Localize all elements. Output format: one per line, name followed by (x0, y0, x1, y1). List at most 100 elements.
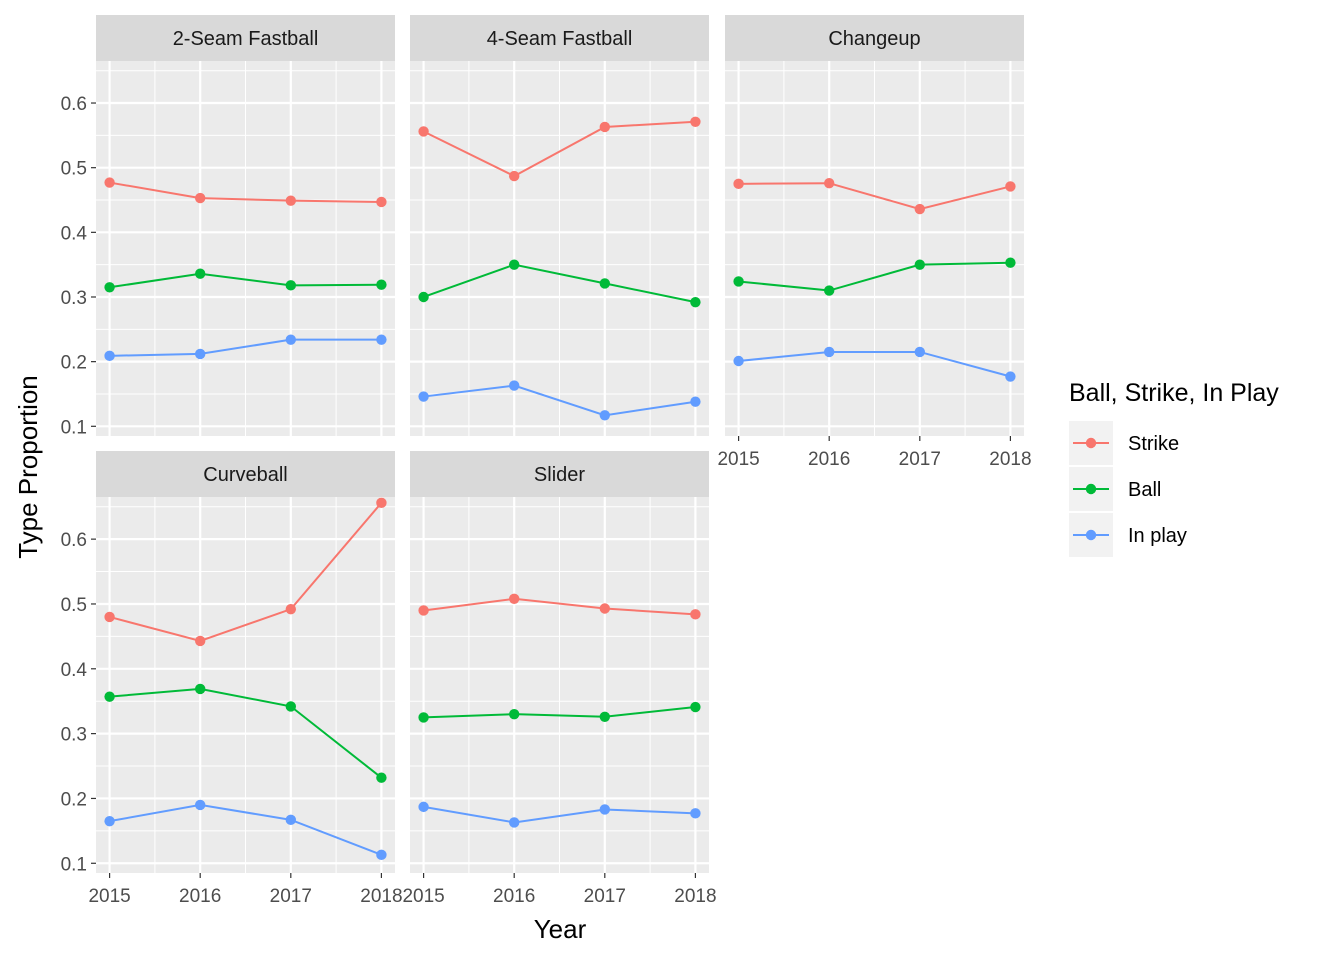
x-tick-label: 2016 (493, 886, 535, 907)
y-tick-label: 0.1 (61, 417, 87, 438)
data-point (376, 334, 387, 345)
series-line-strike (423, 597, 696, 616)
legend-title: Ball, Strike, In Play (1069, 379, 1279, 407)
y-tick-label: 0.5 (61, 595, 87, 616)
data-point (599, 804, 611, 815)
y-tick-label: 0.4 (61, 660, 88, 681)
data-point (376, 772, 387, 783)
y-tick-label: 0.4 (61, 223, 88, 244)
data-point (418, 126, 429, 137)
data-point (104, 691, 115, 702)
legend-label-in-play: In play (1128, 525, 1187, 547)
data-point (823, 177, 835, 189)
legend: Ball, Strike, In Play Strike Ball In play (1069, 379, 1279, 557)
facet-panel: Slider 2015 2016 2017 2018 (402, 451, 717, 907)
data-point (285, 334, 297, 345)
data-point (104, 177, 115, 188)
series-line-strike (738, 182, 1011, 211)
y-tick-label: 0.5 (61, 159, 87, 180)
data-point (285, 603, 297, 615)
y-tick-label: 0.1 (61, 854, 87, 875)
x-tick-label: 2015 (717, 449, 759, 470)
data-point (104, 815, 115, 827)
y-tick-label: 0.6 (61, 530, 87, 551)
data-point (690, 116, 701, 127)
y-tick-label: 0.3 (61, 725, 87, 746)
data-point (599, 121, 611, 133)
y-tick-label: 0.2 (61, 789, 87, 810)
data-point (733, 355, 744, 367)
data-point (690, 701, 701, 713)
series-line-ball (109, 687, 383, 779)
data-point (285, 814, 297, 826)
data-point (104, 350, 115, 362)
x-tick-label: 2016 (808, 449, 850, 470)
data-point (1005, 181, 1016, 192)
data-point (1005, 257, 1016, 268)
data-point (376, 279, 387, 290)
data-point (285, 280, 297, 291)
series-line-strike (109, 502, 383, 642)
data-point (914, 203, 926, 215)
data-point (599, 278, 611, 289)
data-point (418, 391, 429, 402)
data-point (690, 609, 701, 620)
y-tick-label: 0.6 (61, 94, 87, 115)
data-point (418, 801, 429, 813)
x-tick-label: 2017 (270, 886, 312, 907)
data-point (508, 593, 520, 604)
facet-panel: Curveball 0.1 0.2 0.3 0.4 0.5 0.6 2015 2016 2017 2… (61, 451, 403, 907)
data-point (285, 195, 297, 206)
data-point (599, 711, 611, 722)
data-point (690, 396, 701, 407)
series-line-in-play (423, 384, 696, 417)
data-point (376, 849, 387, 861)
facet-panel: Changeup 2015 2016 2017 2018 (717, 15, 1032, 470)
y-tick-label: 0.2 (61, 353, 87, 374)
series-line-ball (423, 263, 696, 304)
series-line-in-play (109, 803, 382, 856)
facet-strip (725, 15, 1024, 61)
data-point (418, 291, 429, 303)
x-axis-title: Year (534, 914, 587, 944)
x-tick-label: 2018 (989, 449, 1031, 470)
data-point (418, 712, 429, 723)
facet-title: 4-Seam Fastball (487, 28, 633, 50)
x-tick-label: 2017 (584, 886, 626, 907)
data-point (418, 605, 429, 616)
data-point (1005, 371, 1016, 382)
x-tick-label: 2016 (179, 886, 221, 907)
data-point (599, 603, 611, 614)
y-tick-label: 0.3 (61, 288, 87, 309)
series-line-ball (738, 261, 1011, 292)
data-point (194, 268, 206, 279)
facet-title: Changeup (828, 28, 920, 50)
data-point (508, 380, 520, 391)
x-tick-label: 2018 (360, 886, 402, 907)
data-point (376, 196, 387, 208)
x-tick-label: 2017 (899, 449, 941, 470)
series-line-ball (109, 272, 382, 289)
data-point (194, 192, 206, 204)
legend-label-strike: Strike (1128, 433, 1179, 455)
data-point (508, 817, 520, 828)
facet-title: Slider (534, 464, 585, 486)
data-point (104, 282, 115, 293)
data-point (508, 259, 520, 270)
data-point (733, 178, 744, 190)
series-line-in-play (423, 805, 696, 824)
data-point (285, 701, 297, 712)
data-point (194, 799, 206, 811)
facet-strip (410, 451, 709, 497)
data-point (194, 683, 206, 695)
data-point (194, 348, 206, 360)
series-line-strike (423, 120, 696, 178)
data-point (823, 285, 835, 296)
data-point (914, 346, 926, 358)
facet-panel: 2-Seam Fastball 0.1 0.2 0.3 0.4 0.5 0.6 (61, 15, 395, 438)
series-line-in-play (738, 350, 1011, 378)
facet-panel: 4-Seam Fastball (410, 15, 709, 436)
data-point (690, 808, 701, 819)
data-point (376, 497, 387, 509)
data-point (690, 296, 701, 308)
